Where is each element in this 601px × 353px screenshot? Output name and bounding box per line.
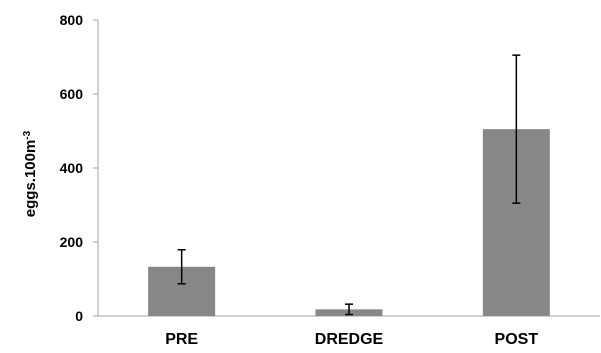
y-axis-label: eggs.100m-3 [22, 130, 40, 217]
y-tick-label: 200 [60, 234, 84, 250]
y-tick-label: 600 [60, 86, 84, 102]
y-tick-label: 800 [60, 12, 84, 28]
y-axis-label-base: eggs.100m [22, 140, 39, 218]
y-tick-label: 0 [75, 308, 83, 324]
x-tick-label: DREDGE [315, 331, 384, 348]
y-tick-label: 400 [60, 160, 84, 176]
x-tick-label: PRE [165, 331, 198, 348]
y-axis-label-superscript: -3 [22, 130, 33, 139]
chart-bars [148, 54, 550, 316]
x-tick-label: POST [495, 331, 539, 348]
x-tick-labels: PRE DREDGE POST [165, 331, 538, 348]
y-tick-labels: 0 200 400 600 800 [60, 12, 84, 324]
